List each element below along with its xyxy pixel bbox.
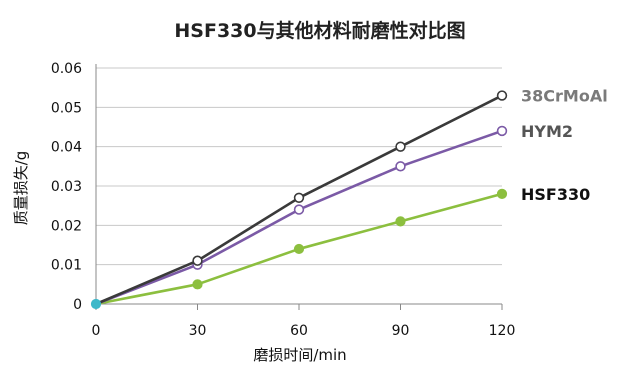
series-HSF330 [95,188,508,306]
series-group [90,90,508,310]
x-tick-label: 90 [392,323,410,339]
series-38CrMoAl [95,90,508,306]
x-tick-label: 30 [189,323,207,339]
legend-label-HSF330: HSF330 [521,185,590,204]
grid [96,67,502,266]
data-point [192,255,203,266]
y-tick-label: 0.05 [51,100,82,116]
data-point [395,161,406,172]
data-point [496,90,508,101]
y-tick-label: 0.03 [51,179,82,195]
x-axis-label: 磨损时间/min [253,346,346,364]
y-tick-label: 0.04 [51,140,82,156]
y-tick-label: 0.06 [51,61,82,77]
x-tick-labels: 0 30 60 90 120 [92,323,516,339]
y-tick-label: 0.01 [51,258,82,274]
y-axis-label: 质量损失/g [12,151,30,226]
x-tick-label: 0 [92,323,101,339]
axes [95,64,503,310]
origin-point [90,298,102,310]
x-tick-label: 60 [290,323,308,339]
legend: 38CrMoAl HYM2 HSF330 [521,87,608,204]
data-point [293,204,305,215]
data-point [192,279,203,290]
y-tick-label: 0 [73,297,82,313]
data-point [395,141,406,152]
legend-label-HYM2: HYM2 [521,122,573,141]
data-point [293,243,305,255]
x-tick-label: 120 [489,323,516,339]
data-point [293,192,305,204]
series-HYM2 [95,125,508,306]
data-point [496,125,508,137]
legend-label-38CrMoAl: 38CrMoAl [521,87,608,106]
chart-title: HSF330与其他材料耐磨性对比图 [174,19,465,42]
y-tick-labels: 0 0.01 0.02 0.03 0.04 0.05 0.06 [51,61,82,313]
data-point [395,216,406,227]
data-point [496,188,508,199]
y-tick-label: 0.02 [51,218,82,234]
